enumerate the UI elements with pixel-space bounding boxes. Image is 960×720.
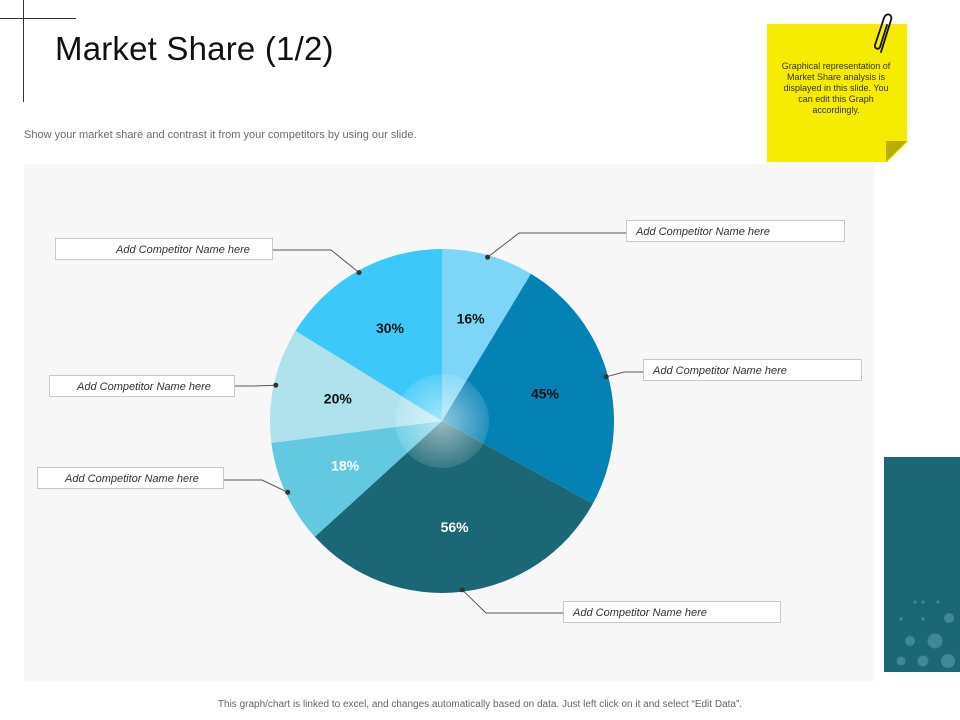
leader-line-45 <box>605 371 643 378</box>
competitor-label-30[interactable]: Add Competitor Name here <box>55 238 273 260</box>
leader-dot-56 <box>459 587 465 593</box>
leader-dot-45 <box>603 374 609 380</box>
paperclip-icon <box>873 13 893 53</box>
competitor-label-45[interactable]: Add Competitor Name here <box>643 359 862 381</box>
competitor-label-56[interactable]: Add Competitor Name here <box>563 601 781 623</box>
pie-data-label-30: 30% <box>376 320 405 336</box>
leader-dot-20 <box>273 382 279 388</box>
footer-note: This graph/chart is linked to excel, and… <box>217 699 743 710</box>
pie-slice-56[interactable] <box>314 421 593 594</box>
pie-slice-18[interactable] <box>271 421 442 537</box>
competitor-label-20[interactable]: Add Competitor Name here <box>49 375 235 397</box>
pie-center-highlight <box>395 374 489 468</box>
leader-dot-30 <box>356 270 362 276</box>
sticky-note-fold <box>886 141 907 162</box>
leader-line-56 <box>461 589 563 614</box>
pie-data-label-45: 45% <box>531 385 560 401</box>
sticky-note <box>767 24 907 162</box>
pie-slice-45[interactable] <box>442 273 615 504</box>
leader-dot-18 <box>285 489 291 495</box>
leader-line-30 <box>273 249 360 273</box>
bubbles-decoration <box>896 600 955 668</box>
page-title: Market Share (1/2) <box>55 30 334 67</box>
sticky-note-text: Graphical representation of Market Share… <box>781 61 891 115</box>
corner-line-horizontal <box>0 18 76 19</box>
corner-line-vertical <box>23 0 24 102</box>
pie-data-label-18: 18% <box>331 458 360 474</box>
leader-line-20 <box>235 384 276 387</box>
competitor-label-16[interactable]: Add Competitor Name here <box>626 220 845 242</box>
pie-data-label-56: 56% <box>441 519 470 535</box>
leader-dot-16 <box>485 254 491 260</box>
pie-slice-16[interactable] <box>442 249 531 421</box>
leader-line-16 <box>487 232 626 258</box>
leader-line-18 <box>224 479 288 493</box>
pie-data-label-20: 20% <box>324 391 353 407</box>
page-subtitle: Show your market share and contrast it f… <box>24 129 417 141</box>
decorative-panel <box>884 457 960 672</box>
pie-slice-30[interactable] <box>295 249 442 421</box>
competitor-label-18[interactable]: Add Competitor Name here <box>37 467 224 489</box>
pie-data-label-16: 16% <box>457 310 486 326</box>
